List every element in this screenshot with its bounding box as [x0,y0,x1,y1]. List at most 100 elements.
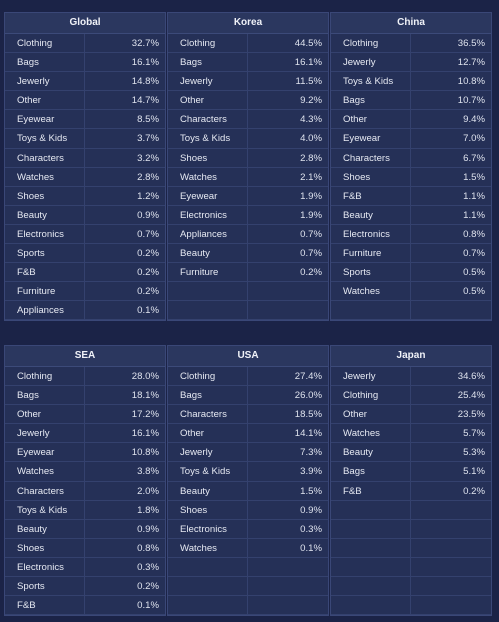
category-label: Furniture [331,244,411,263]
category-label: Other [168,91,248,110]
table-row: Shoes 1.2% [5,186,165,206]
table-row: Jewerly 7.3% [168,443,328,463]
share-value [248,301,328,319]
share-value: 14.8% [131,76,159,88]
table-row: F&B 0.2% [331,481,491,501]
category-label: Bags [331,91,411,110]
category-label [168,282,248,301]
category-label: Electronics [168,519,248,538]
share-value: 0.1% [137,305,159,317]
top-region-group: Global Clothing 32.7% Bags 16.1% Jewerly 14.8… [4,12,494,322]
share-value: 1.1% [463,209,485,221]
share-value: 0.9% [300,504,322,516]
share-value: 8.5% [137,114,159,126]
share-value: 3.8% [137,466,159,478]
share-value [248,282,328,300]
category-label: Sports [5,244,85,263]
share-value: 9.4% [463,114,485,126]
share-value: 9.2% [300,95,322,107]
table-row: Shoes 0.8% [5,538,165,558]
share-value: 3.9% [300,466,322,478]
share-value: 18.5% [294,409,322,421]
category-label: Bags [168,53,248,72]
category-label: Beauty [5,519,85,538]
table-row: Watches 0.5% [331,282,491,302]
table-row [168,282,328,302]
table-row: Appliances 0.1% [5,301,165,321]
table-row: Beauty 1.5% [168,481,328,501]
category-label: Clothing [5,34,85,53]
table-row: Sports 0.5% [331,263,491,283]
region-title: USA [168,346,328,367]
category-label: Bags [5,386,85,405]
category-label: Sports [5,577,85,596]
table-row: Toys & Kids 4.0% [168,129,328,149]
category-label [168,596,248,615]
category-label: Characters [168,110,248,129]
category-label: Appliances [168,224,248,244]
share-value [411,596,491,614]
category-label: Eyewear [5,110,85,129]
table-row: Jewerly 12.7% [331,53,491,73]
category-label: Clothing [168,367,248,386]
table-row: Characters 6.7% [331,148,491,168]
share-value: 0.7% [300,228,322,240]
category-label: Clothing [331,386,411,405]
table-row: Other 14.7% [5,91,165,111]
share-value: 7.0% [463,133,485,145]
share-value: 17.2% [131,409,159,421]
share-value: 0.5% [463,286,485,298]
region-title: Global [5,13,165,34]
share-value: 2.8% [137,171,159,183]
region-table-korea: Korea Clothing 44.5% Bags 16.1% Jewerly 11.5%… [167,12,329,322]
category-label: Electronics [5,224,85,244]
share-value: 34.6% [457,371,485,382]
table-row: Beauty 0.7% [168,244,328,264]
share-value: 16.1% [131,428,159,440]
share-value: 16.1% [294,57,322,69]
table-row: Eyewear 10.8% [5,443,165,463]
share-value: 1.9% [300,209,322,221]
category-label: Beauty [168,481,248,500]
share-value: 0.8% [463,228,485,240]
share-value: 11.5% [295,76,323,88]
share-value: 2.8% [300,152,322,164]
table-row: Watches 5.7% [331,424,491,444]
region-table-global: Global Clothing 32.7% Bags 16.1% Jewerly 14.8… [4,12,166,322]
category-label: Electronics [331,224,411,244]
share-value: 1.2% [137,190,159,202]
category-label: Clothing [5,367,85,386]
category-label: Bags [331,462,411,481]
share-value: 2.1% [300,171,322,183]
table-row: Jewerly 34.6% [331,367,491,387]
category-label: Furniture [5,282,85,301]
table-row: Toys & Kids 3.9% [168,462,328,482]
category-label: Electronics [168,205,248,224]
share-value: 12.7% [457,57,485,69]
share-value: 4.3% [300,114,322,126]
share-value: 28.0% [131,371,159,382]
category-label: Shoes [5,538,85,557]
share-value: 10.7% [457,95,485,107]
share-value: 0.2% [137,248,159,260]
category-label: Eyewear [168,186,248,205]
category-label: Watches [5,462,85,481]
share-value: 0.7% [300,248,322,260]
table-row [168,301,328,321]
table-row: Shoes 1.5% [331,167,491,187]
share-value [411,501,491,519]
share-value: 23.5% [457,409,485,421]
table-row: Bags 16.1% [5,53,165,73]
category-label: Jewerly [331,367,411,386]
table-row: Clothing 32.7% [5,34,165,54]
table-row: Electronics 0.8% [331,224,491,245]
category-label: Appliances [5,301,85,320]
share-value [248,577,328,595]
share-value: 26.0% [294,390,322,402]
share-value: 10.8% [131,447,159,459]
category-label [331,500,411,519]
table-row: Eyewear 8.5% [5,110,165,130]
share-value: 0.1% [137,600,159,612]
table-row: F&B 1.1% [331,186,491,206]
category-label: Other [5,91,85,110]
